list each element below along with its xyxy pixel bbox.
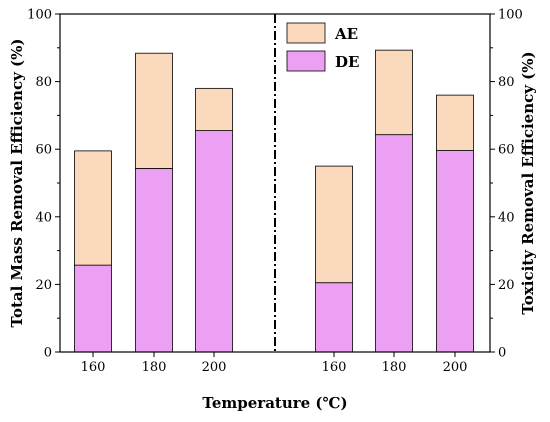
x-tick-label: 160	[322, 360, 347, 375]
y-tick-label-left: 100	[27, 8, 52, 23]
bar-ae-left-160	[74, 150, 112, 266]
y-axis-title-left: Total Mass Removal Efficiency (%)	[8, 39, 26, 328]
y-tick-label-left: 20	[35, 278, 52, 293]
y-tick-label-left: 40	[35, 210, 52, 225]
plot-frame	[59, 13, 491, 353]
y-tick-label-right: 80	[498, 75, 515, 90]
bar-ae-right-160	[315, 165, 353, 284]
x-tick-label: 200	[202, 360, 227, 375]
bar-ae-right-200	[436, 94, 474, 151]
x-axis-title: Temperature (℃)	[202, 394, 347, 412]
legend-swatch-ae	[286, 22, 326, 44]
x-tick-label: 180	[142, 360, 167, 375]
y-tick-label-right: 100	[498, 8, 523, 23]
y-tick-label-right: 0	[498, 346, 506, 361]
bar-ae-left-200	[195, 87, 233, 132]
legend-swatch-de	[286, 50, 326, 72]
x-tick-label: 200	[443, 360, 468, 375]
y-tick-label-left: 80	[35, 75, 52, 90]
legend-label-de: DE	[335, 53, 359, 71]
y-tick-label-left: 60	[35, 143, 52, 158]
y-tick-label-right: 20	[498, 278, 515, 293]
y-tick-label-right: 40	[498, 210, 515, 225]
bar-de-right-200	[436, 150, 474, 353]
bar-de-left-160	[74, 264, 112, 353]
y-tick-label-right: 60	[498, 143, 515, 158]
x-tick-label: 160	[81, 360, 106, 375]
bar-de-right-180	[375, 134, 413, 353]
bar-ae-left-180	[135, 52, 173, 169]
bar-ae-right-180	[375, 49, 413, 136]
legend-label-ae: AE	[334, 25, 358, 43]
y-tick-label-left: 0	[44, 346, 52, 361]
bar-de-left-180	[135, 168, 173, 353]
x-tick-label: 180	[382, 360, 407, 375]
bar-de-left-200	[195, 130, 233, 353]
bar-de-right-160	[315, 282, 353, 353]
y-axis-title-right: Toxicity Removal Efficiency (%)	[519, 51, 537, 314]
